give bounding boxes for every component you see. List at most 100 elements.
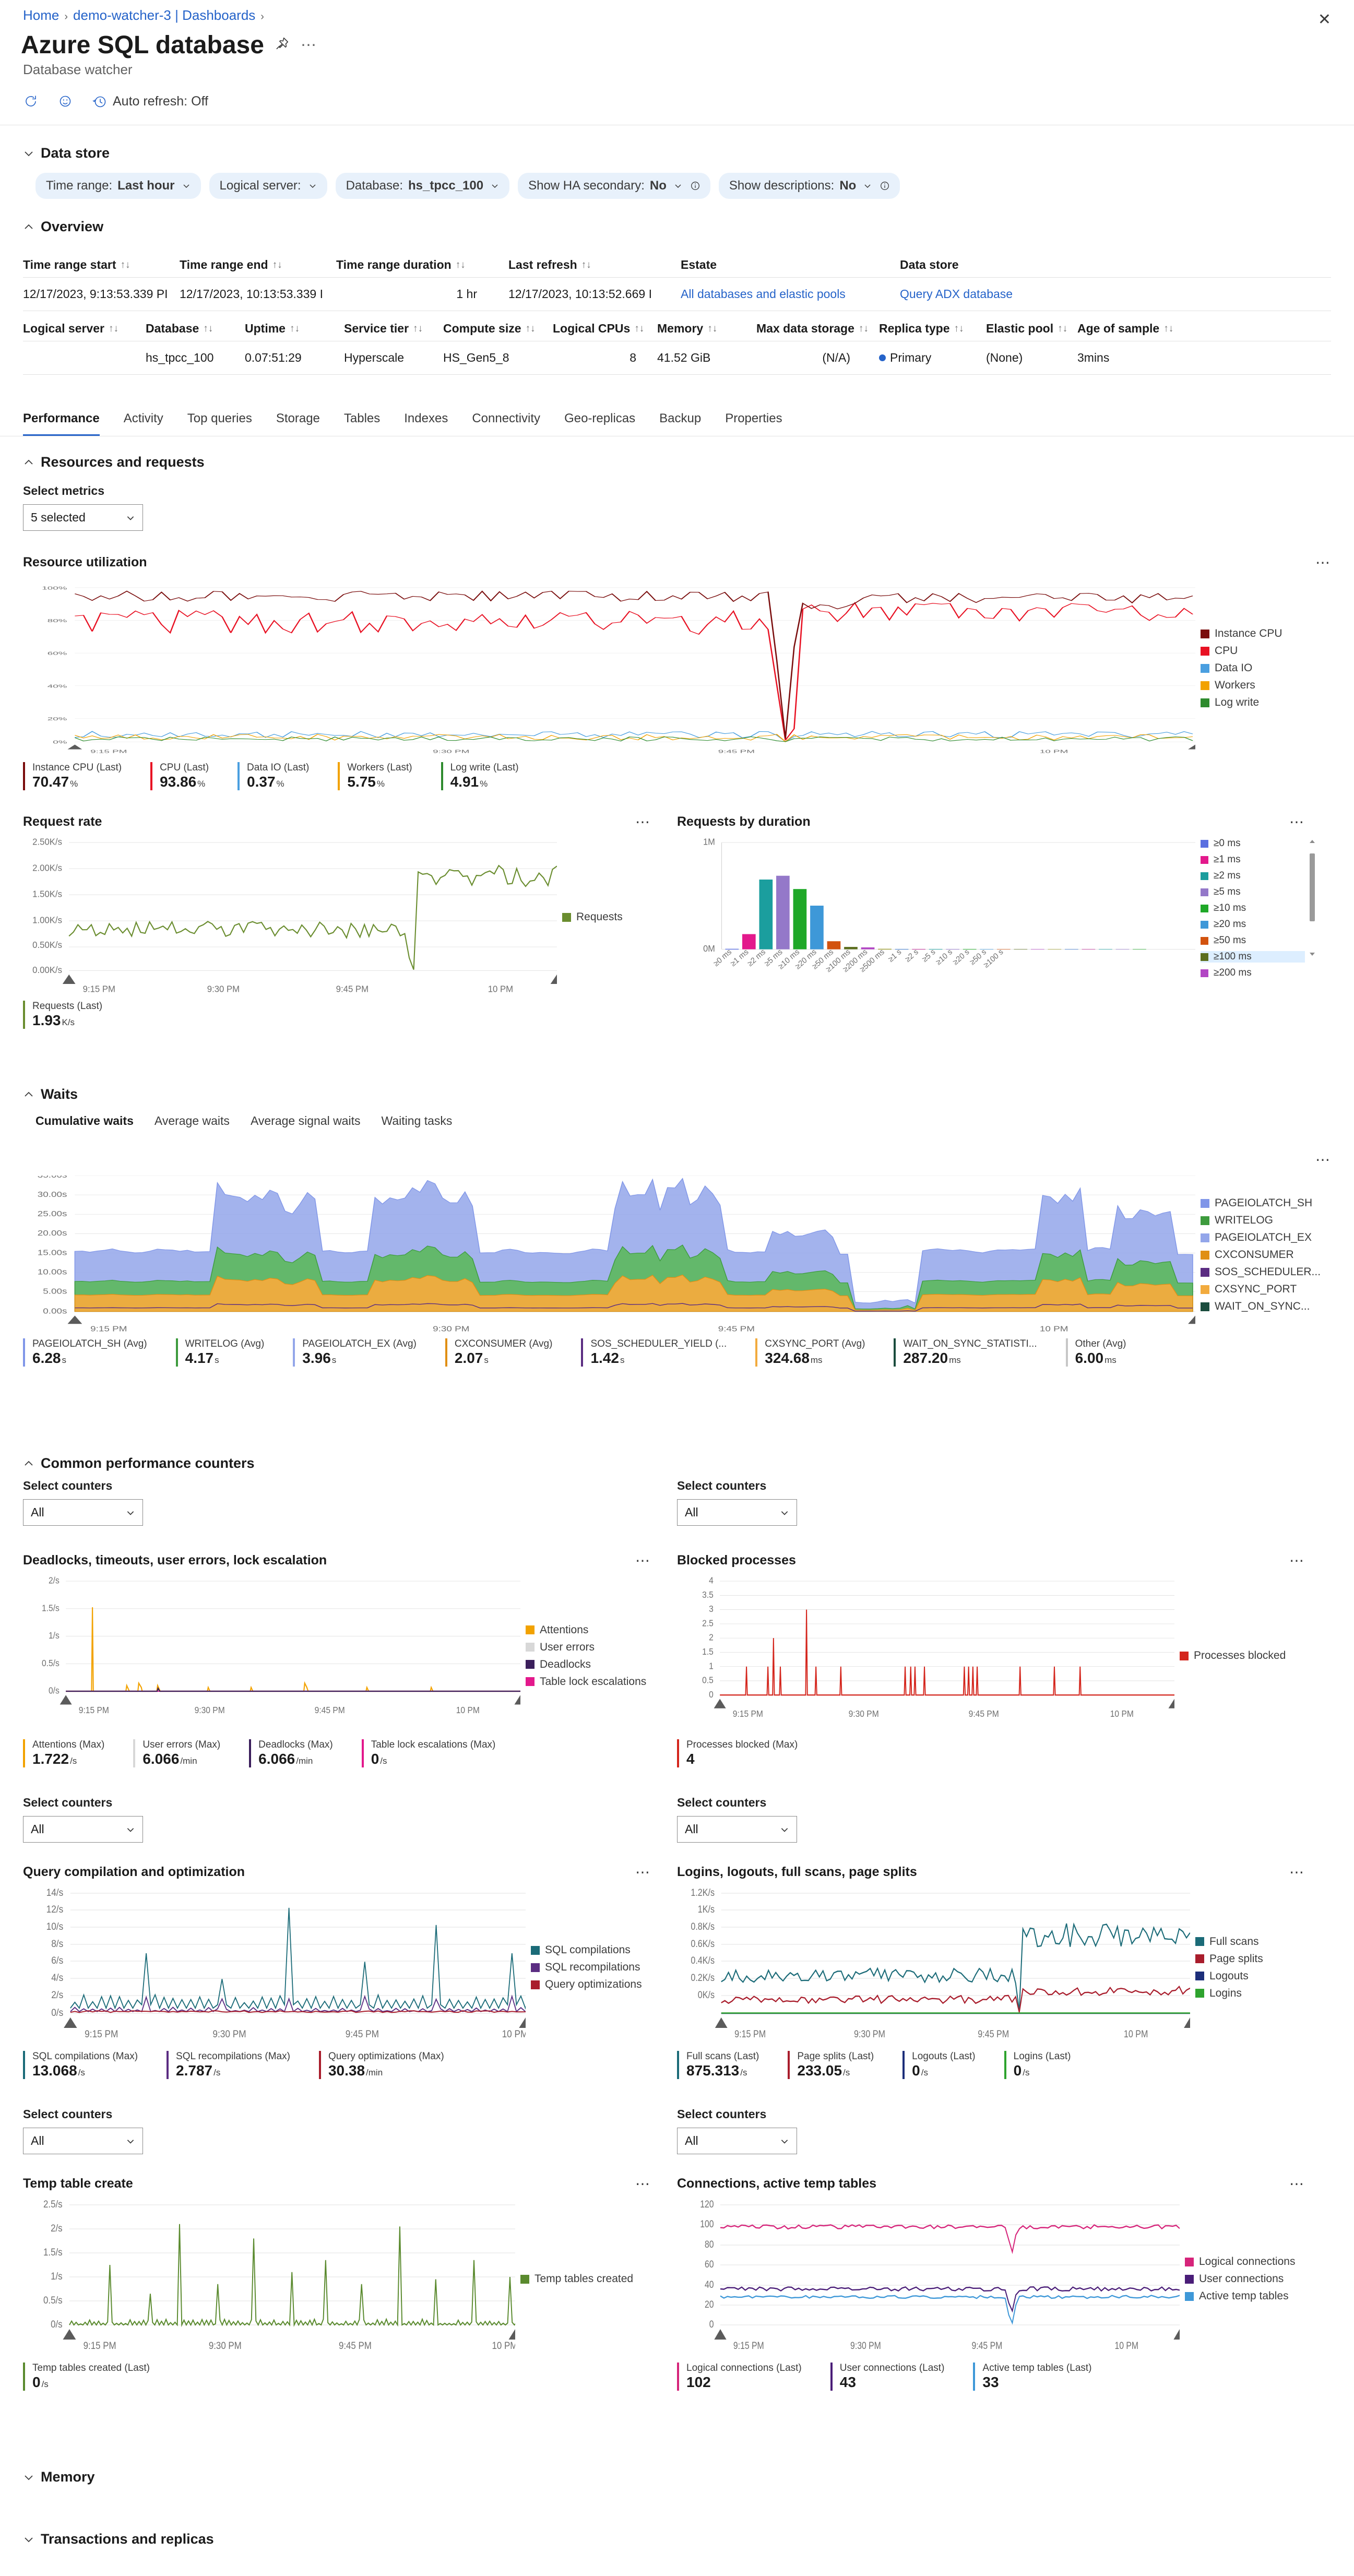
svg-text:9:45 PM: 9:45 PM xyxy=(718,750,755,754)
svg-text:1K/s: 1K/s xyxy=(698,1904,715,1915)
svg-text:9:30 PM: 9:30 PM xyxy=(854,2028,885,2040)
svg-text:9:15 PM: 9:15 PM xyxy=(733,1709,763,1719)
svg-text:20.00s: 20.00s xyxy=(38,1229,67,1238)
svg-text:2.50K/s: 2.50K/s xyxy=(32,838,62,847)
svg-text:9:30 PM: 9:30 PM xyxy=(433,750,469,754)
svg-text:0.00s: 0.00s xyxy=(43,1307,67,1315)
svg-text:9:45 PM: 9:45 PM xyxy=(346,2028,379,2039)
svg-text:1/s: 1/s xyxy=(51,2271,63,2282)
svg-text:≥1 s: ≥1 s xyxy=(887,947,904,964)
svg-text:9:15 PM: 9:15 PM xyxy=(734,2028,766,2040)
svg-text:≥5 s: ≥5 s xyxy=(921,947,937,964)
svg-text:20%: 20% xyxy=(47,717,67,721)
svg-text:0K/s: 0K/s xyxy=(698,1989,715,2001)
svg-text:1.5/s: 1.5/s xyxy=(42,1604,60,1613)
svg-text:80%: 80% xyxy=(47,619,67,623)
svg-text:80: 80 xyxy=(705,2239,714,2250)
svg-text:0/s: 0/s xyxy=(51,2007,63,2018)
svg-text:0.6K/s: 0.6K/s xyxy=(691,1938,715,1950)
svg-text:1.5: 1.5 xyxy=(702,1647,714,1657)
svg-text:9:15 PM: 9:15 PM xyxy=(90,1324,127,1332)
svg-text:9:15 PM: 9:15 PM xyxy=(83,984,115,994)
svg-text:≥100 s: ≥100 s xyxy=(982,947,1005,970)
svg-text:25.00s: 25.00s xyxy=(38,1209,67,1218)
svg-text:30.00s: 30.00s xyxy=(38,1190,67,1199)
svg-text:0: 0 xyxy=(709,1690,714,1700)
svg-text:1.00K/s: 1.00K/s xyxy=(32,915,62,925)
svg-text:9:45 PM: 9:45 PM xyxy=(969,1709,999,1719)
svg-text:2/s: 2/s xyxy=(51,1989,63,2000)
svg-text:9:15 PM: 9:15 PM xyxy=(79,1705,109,1715)
svg-text:9:30 PM: 9:30 PM xyxy=(433,1324,469,1332)
svg-text:9:15 PM: 9:15 PM xyxy=(90,750,127,754)
svg-text:40%: 40% xyxy=(47,684,67,688)
svg-text:2.5/s: 2.5/s xyxy=(43,2200,63,2210)
svg-text:2/s: 2/s xyxy=(49,1576,60,1586)
svg-text:35.00s: 35.00s xyxy=(38,1176,67,1179)
svg-text:9:15 PM: 9:15 PM xyxy=(733,2340,764,2352)
svg-text:≥20 s: ≥20 s xyxy=(951,947,971,967)
svg-text:9:30 PM: 9:30 PM xyxy=(195,1705,225,1715)
svg-text:9:30 PM: 9:30 PM xyxy=(849,1709,879,1719)
svg-text:2.5: 2.5 xyxy=(702,1619,714,1629)
svg-text:10 PM: 10 PM xyxy=(502,2028,526,2039)
svg-text:≥10 s: ≥10 s xyxy=(934,947,954,967)
svg-text:100%: 100% xyxy=(42,586,67,591)
svg-text:6/s: 6/s xyxy=(51,1955,63,1966)
svg-text:9:45 PM: 9:45 PM xyxy=(978,2028,1009,2040)
svg-text:10 PM: 10 PM xyxy=(1114,2340,1138,2352)
svg-text:10.00s: 10.00s xyxy=(38,1267,67,1276)
svg-text:9:45 PM: 9:45 PM xyxy=(336,984,369,994)
svg-text:9:30 PM: 9:30 PM xyxy=(209,2340,242,2351)
svg-text:9:45 PM: 9:45 PM xyxy=(972,2340,1003,2352)
svg-text:2/s: 2/s xyxy=(51,2223,63,2234)
svg-text:9:45 PM: 9:45 PM xyxy=(339,2340,372,2351)
svg-text:1: 1 xyxy=(709,1661,714,1671)
svg-text:0/s: 0/s xyxy=(49,1686,60,1696)
svg-text:2: 2 xyxy=(709,1633,714,1643)
svg-text:9:15 PM: 9:15 PM xyxy=(84,2340,116,2351)
svg-text:10 PM: 10 PM xyxy=(456,1705,480,1715)
svg-text:9:15 PM: 9:15 PM xyxy=(85,2028,118,2039)
svg-text:10/s: 10/s xyxy=(46,1921,64,1932)
svg-text:≥2 ms: ≥2 ms xyxy=(746,947,767,968)
svg-text:≥1 ms: ≥1 ms xyxy=(729,947,750,968)
svg-text:60: 60 xyxy=(705,2259,714,2270)
svg-text:10 PM: 10 PM xyxy=(1040,1324,1068,1332)
svg-text:0M: 0M xyxy=(703,944,715,954)
svg-text:20: 20 xyxy=(705,2299,714,2310)
svg-text:40: 40 xyxy=(705,2279,714,2290)
svg-text:3: 3 xyxy=(709,1604,714,1614)
svg-text:14/s: 14/s xyxy=(46,1888,64,1898)
svg-text:1.50K/s: 1.50K/s xyxy=(32,889,62,899)
svg-text:0.5/s: 0.5/s xyxy=(43,2295,63,2306)
svg-text:10 PM: 10 PM xyxy=(492,2340,515,2351)
svg-text:0.4K/s: 0.4K/s xyxy=(691,1955,715,1966)
svg-text:≥2 s: ≥2 s xyxy=(904,947,920,964)
svg-text:15.00s: 15.00s xyxy=(38,1248,67,1257)
svg-text:1/s: 1/s xyxy=(49,1631,60,1641)
svg-text:10 PM: 10 PM xyxy=(488,984,513,994)
svg-text:9:45 PM: 9:45 PM xyxy=(315,1705,345,1715)
svg-text:10 PM: 10 PM xyxy=(1110,1709,1134,1719)
svg-text:4: 4 xyxy=(709,1576,714,1586)
svg-text:0.8K/s: 0.8K/s xyxy=(691,1921,715,1932)
svg-text:0.5: 0.5 xyxy=(702,1676,714,1685)
svg-text:9:45 PM: 9:45 PM xyxy=(718,1324,755,1332)
svg-text:0%: 0% xyxy=(53,740,67,745)
svg-text:8/s: 8/s xyxy=(51,1938,63,1949)
svg-text:4/s: 4/s xyxy=(51,1972,63,1983)
svg-text:≥0 ms: ≥0 ms xyxy=(712,947,733,968)
svg-text:1.5/s: 1.5/s xyxy=(43,2247,63,2258)
svg-text:10 PM: 10 PM xyxy=(1124,2028,1148,2040)
svg-text:60%: 60% xyxy=(47,651,67,656)
svg-text:0.50K/s: 0.50K/s xyxy=(32,940,62,950)
svg-text:100: 100 xyxy=(700,2218,714,2230)
svg-text:9:30 PM: 9:30 PM xyxy=(207,984,240,994)
svg-text:9:30 PM: 9:30 PM xyxy=(850,2340,881,2352)
svg-text:9:30 PM: 9:30 PM xyxy=(212,2028,246,2039)
svg-text:0.2K/s: 0.2K/s xyxy=(691,1972,715,1984)
svg-text:2.00K/s: 2.00K/s xyxy=(32,863,62,873)
svg-text:120: 120 xyxy=(700,2200,714,2210)
svg-text:5.00s: 5.00s xyxy=(43,1287,67,1296)
